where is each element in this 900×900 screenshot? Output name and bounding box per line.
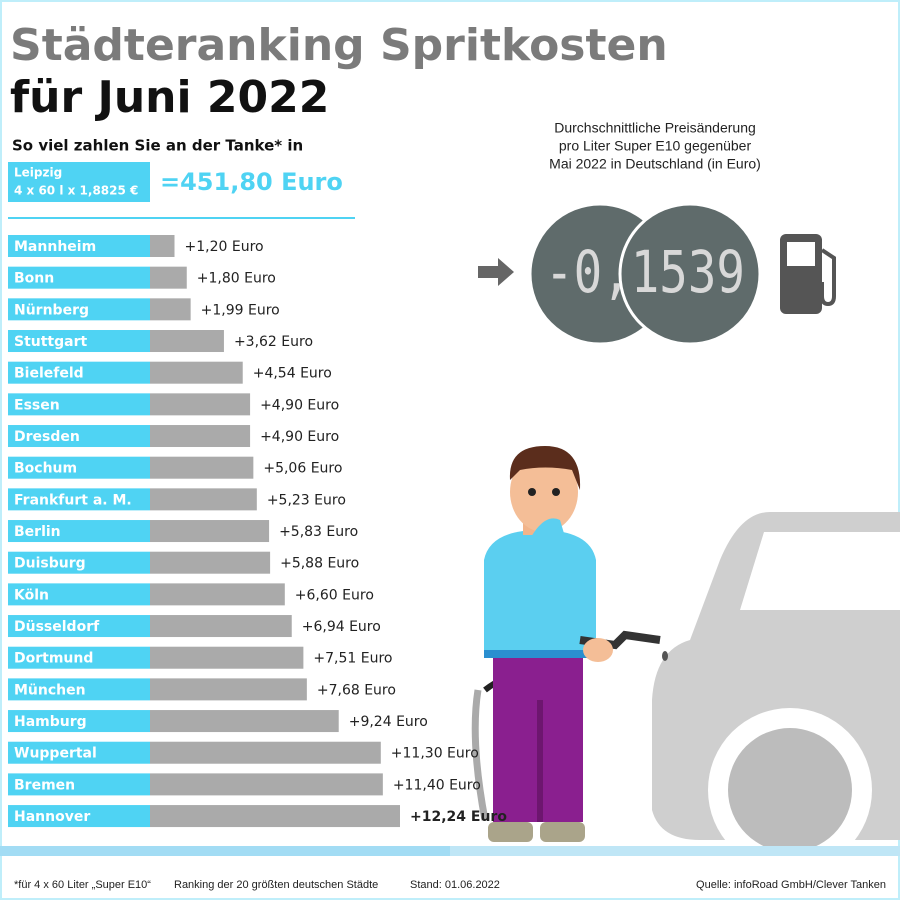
bar — [150, 266, 187, 289]
arrow — [478, 258, 514, 286]
value-label: +5,06 Euro — [263, 461, 342, 477]
category-box — [8, 393, 150, 416]
bar — [150, 646, 304, 669]
bar — [150, 710, 339, 733]
category-label: München — [14, 682, 86, 698]
value-label: +11,30 Euro — [391, 746, 479, 762]
bottom-stripe — [0, 846, 450, 856]
bar — [150, 773, 383, 796]
category-box — [8, 456, 150, 479]
reference-formula: 4 x 60 l x 1,8825 € — [14, 184, 138, 198]
caption-line: Mai 2022 in Deutschland (in Euro) — [549, 156, 761, 172]
category-box — [8, 710, 150, 733]
bar — [150, 456, 254, 479]
category-box — [8, 678, 150, 701]
bar — [150, 330, 224, 353]
category-box — [8, 551, 150, 574]
bar — [150, 488, 257, 511]
value-label: +5,88 Euro — [280, 556, 359, 572]
reference-city: Leipzig — [14, 166, 62, 180]
bar — [150, 583, 285, 606]
bar — [150, 551, 271, 574]
category-label: Mannheim — [14, 239, 96, 255]
bar — [150, 298, 191, 321]
category-label: Bremen — [14, 777, 75, 793]
value-label: +7,51 Euro — [313, 651, 392, 667]
value-label: +7,68 Euro — [317, 682, 396, 698]
subtitle: So viel zahlen Sie an der Tanke* in — [12, 137, 303, 155]
category-label: Duisburg — [14, 556, 86, 572]
category-box — [8, 805, 150, 828]
bar — [150, 425, 251, 448]
value-label: +6,60 Euro — [295, 587, 374, 603]
pump-icon — [780, 234, 836, 314]
value-label: +1,20 Euro — [185, 239, 264, 255]
value-label: +11,40 Euro — [393, 777, 481, 793]
value-label: +1,99 Euro — [201, 302, 280, 318]
category-label: Hannover — [14, 809, 90, 825]
category-label: Dresden — [14, 429, 80, 445]
category-label: Berlin — [14, 524, 61, 540]
category-label: Köln — [14, 587, 49, 603]
category-label: Hamburg — [14, 714, 87, 730]
title-line: für Juni 2022 — [10, 72, 329, 123]
value-label: +1,80 Euro — [197, 271, 276, 287]
category-box — [8, 330, 150, 353]
category-label: Essen — [14, 397, 60, 413]
category-box — [8, 741, 150, 764]
category-label: Bochum — [14, 461, 77, 477]
reference-box — [8, 162, 150, 202]
category-label: Bonn — [14, 271, 54, 287]
category-label: Frankfurt a. M. — [14, 492, 132, 508]
category-box — [8, 583, 150, 606]
value-label: +12,24 Euro — [410, 809, 507, 825]
value-label: +4,90 Euro — [260, 429, 339, 445]
bar — [150, 361, 243, 384]
category-box — [8, 488, 150, 511]
category-label: Nürnberg — [14, 302, 89, 318]
value-label: +3,62 Euro — [234, 334, 313, 350]
category-box — [8, 298, 150, 321]
category-box — [8, 235, 150, 257]
display-value: -0,1539 — [545, 238, 745, 306]
person-illustration — [471, 446, 668, 842]
category-box — [8, 425, 150, 448]
category-label: Düsseldorf — [14, 619, 100, 635]
value-label: +4,90 Euro — [260, 397, 339, 413]
bar — [150, 805, 400, 828]
footnote: Ranking der 20 größten deutschen Städte — [174, 879, 378, 891]
display-circle — [618, 202, 762, 346]
value-label: +6,94 Euro — [302, 619, 381, 635]
category-label: Dortmund — [14, 651, 93, 667]
title-line: Städteranking Spritkosten — [10, 20, 668, 71]
category-box — [8, 615, 150, 638]
category-box — [8, 646, 150, 669]
value-label: +4,54 Euro — [253, 366, 332, 382]
footnote: Quelle: infoRoad GmbH/Clever Tanken — [696, 879, 886, 891]
category-label: Stuttgart — [14, 334, 88, 350]
category-label: Wuppertal — [14, 746, 97, 762]
bar — [150, 741, 381, 764]
value-label: +5,23 Euro — [267, 492, 346, 508]
caption-line: pro Liter Super E10 gegenüber — [559, 138, 752, 154]
value-label: +5,83 Euro — [279, 524, 358, 540]
category-box — [8, 773, 150, 796]
footnote: *für 4 x 60 Liter „Super E10“ — [14, 879, 151, 891]
bar — [150, 520, 270, 543]
category-box — [8, 361, 150, 384]
footnote: Stand: 01.06.2022 — [410, 879, 500, 891]
reference-total: =451,80 Euro — [160, 168, 343, 196]
category-label: Bielefeld — [14, 366, 84, 382]
bar — [150, 615, 292, 638]
bar — [150, 235, 175, 257]
category-box — [8, 266, 150, 289]
category-box — [8, 520, 150, 543]
value-label: +9,24 Euro — [349, 714, 428, 730]
caption-line: Durchschnittliche Preisänderung — [554, 120, 756, 136]
bar — [150, 678, 307, 701]
bar — [150, 393, 251, 416]
car — [652, 512, 900, 872]
